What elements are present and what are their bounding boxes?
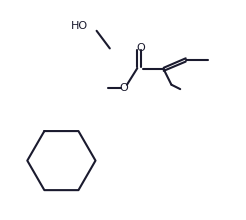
Text: HO: HO <box>71 21 88 31</box>
Text: O: O <box>136 43 145 53</box>
Text: O: O <box>120 83 128 93</box>
